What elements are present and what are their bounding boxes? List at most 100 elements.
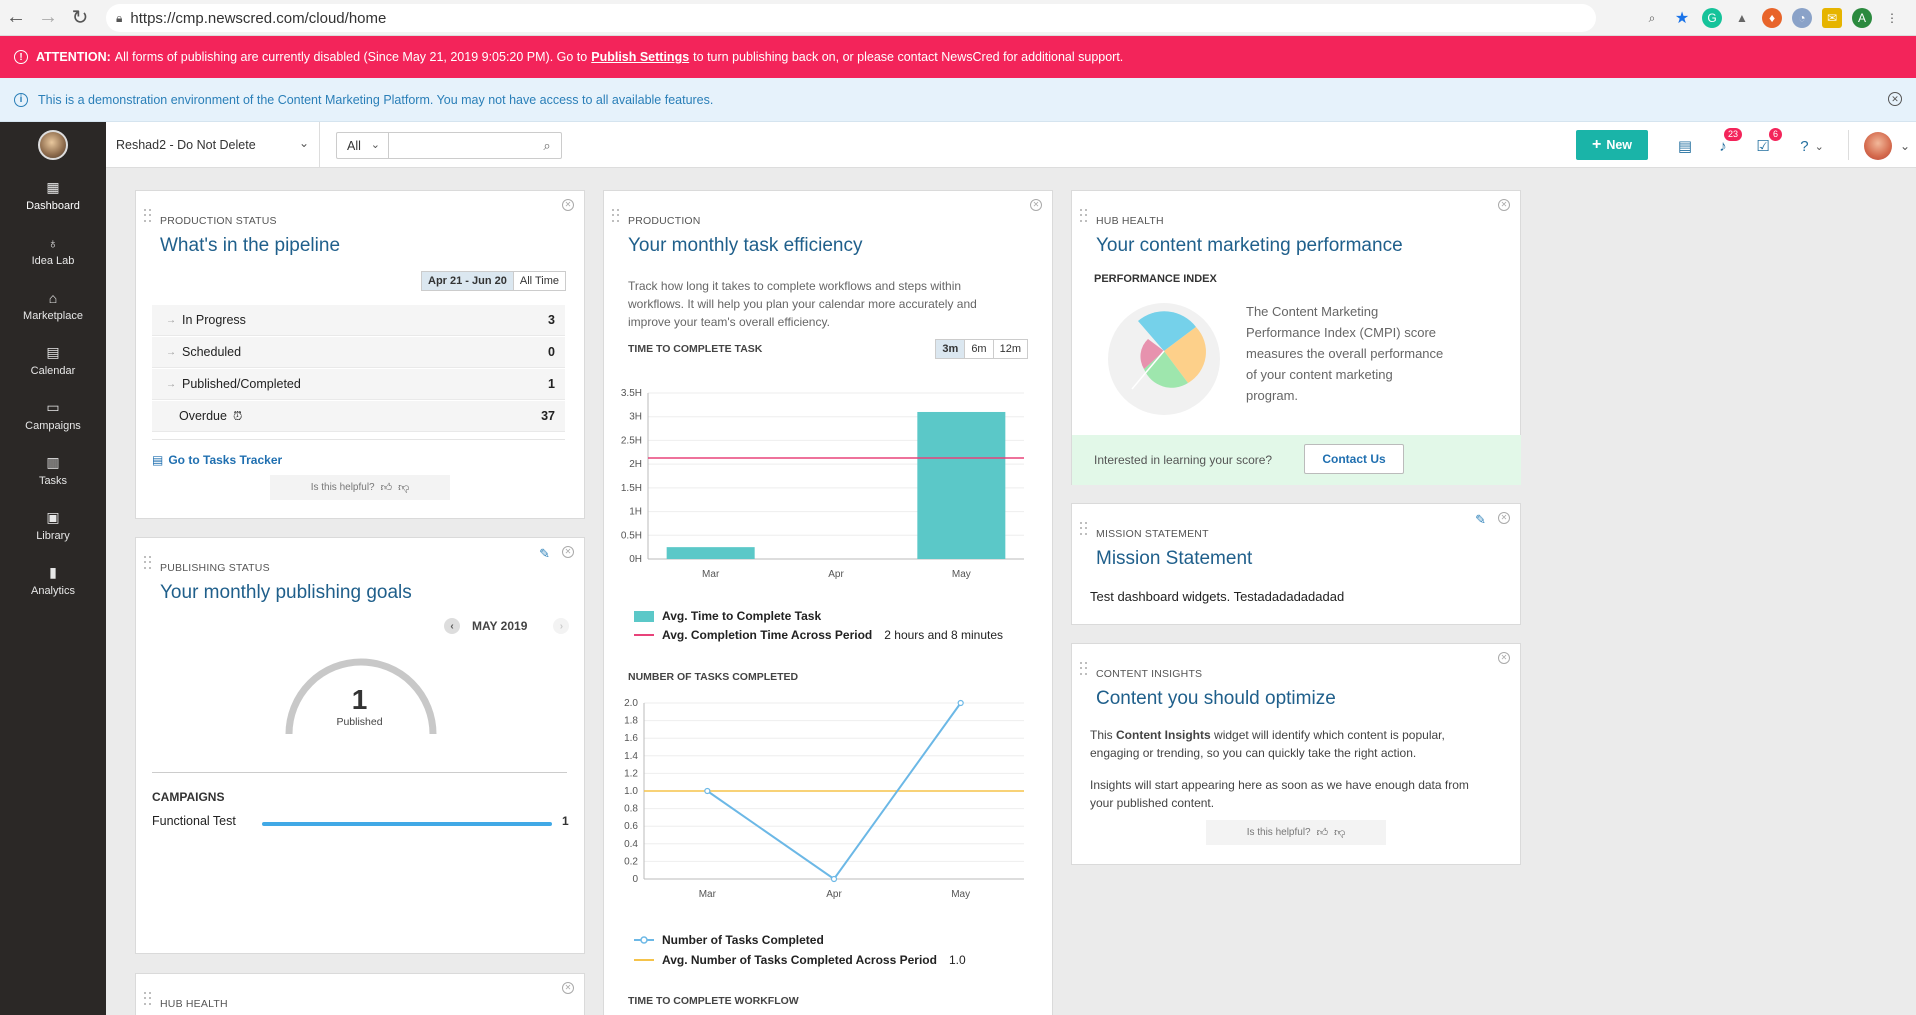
account-name: Reshad2 - Do Not Delete (116, 138, 256, 152)
profile-icon[interactable]: A (1852, 8, 1872, 28)
drag-handle[interactable] (1080, 522, 1088, 536)
drag-handle[interactable] (612, 209, 620, 223)
sidebar-item-marketplace[interactable]: ⌂ Marketplace (0, 278, 106, 333)
row-value: 1 (548, 377, 555, 391)
star-icon[interactable]: ★ (1674, 10, 1690, 27)
extension-triangle-icon[interactable]: ▲ (1736, 11, 1748, 25)
y-tick-label: 2.0 (624, 698, 638, 709)
thumbs-up-icon[interactable]: 👍︎ (1316, 827, 1329, 839)
user-avatar[interactable] (1864, 132, 1892, 160)
publishing-gauge (285, 658, 437, 735)
thumbs-down-icon[interactable]: 👎︎ (1334, 827, 1346, 839)
menu-dots-icon[interactable]: ⋮ (1886, 11, 1898, 25)
legend-value: 2 hours and 8 minutes (884, 628, 1004, 642)
hub-health-card-lower: ✕ HUB HEALTH (135, 973, 585, 1015)
sidebar-item-dashboard[interactable]: ▦ Dashboard (0, 168, 106, 223)
brand-logo[interactable] (0, 122, 106, 168)
address-bar[interactable]: 🔒︎ https://cmp.newscred.com/cloud/home (106, 4, 1596, 32)
content-insights-card: ✕ CONTENT INSIGHTS Content you should op… (1071, 643, 1521, 865)
close-icon[interactable]: ✕ (562, 199, 574, 211)
drag-handle[interactable] (144, 556, 152, 570)
extension-mail-icon[interactable]: ✉ (1822, 8, 1842, 28)
publish-settings-link[interactable]: Publish Settings (591, 50, 690, 64)
search-input[interactable] (389, 133, 533, 158)
bell-icon[interactable]: ♪ 23 (1712, 128, 1742, 157)
pencil-icon[interactable]: ✎ (1475, 512, 1486, 527)
drag-handle[interactable] (1080, 209, 1088, 223)
sidebar-item-idea-lab[interactable]: ♁ Idea Lab (0, 223, 106, 278)
cta-strip: Interested in learning your score? Conta… (1072, 435, 1521, 485)
y-tick-label: 2.5H (621, 435, 642, 446)
y-tick-label: 0.8 (624, 804, 638, 815)
thumbs-up-icon[interactable]: 👍︎ (380, 482, 393, 494)
chevron-right-icon[interactable]: › (553, 618, 570, 634)
bar (917, 411, 1006, 559)
close-icon[interactable]: ✕ (1498, 512, 1510, 524)
forward-arrow-icon[interactable]: → (38, 6, 58, 28)
grammarly-icon[interactable]: G (1702, 8, 1722, 28)
search-icon[interactable]: ⌕ (543, 137, 551, 153)
app-header: Reshad2 - Do Not Delete ⌄ All ⌄ ⌕ + New … (0, 122, 1916, 168)
performance-index-heading: PERFORMANCE INDEX (1094, 273, 1217, 285)
y-tick-label: 1.2 (624, 768, 638, 779)
search-group: All ⌄ ⌕ (336, 132, 562, 159)
campaign-progress-bar (262, 822, 552, 826)
chevron-left-icon[interactable]: ‹ (444, 618, 460, 634)
range-option-current[interactable]: Apr 21 - Jun 20 (422, 272, 514, 290)
extension-fire-icon[interactable]: ♦ (1762, 8, 1782, 28)
thumbs-down-icon[interactable]: 👎︎ (398, 482, 410, 494)
sidebar-item-tasks[interactable]: ▥ Tasks (0, 443, 106, 498)
performance-index-graphic (1108, 303, 1220, 415)
range-12m[interactable]: 12m (999, 343, 1021, 355)
pipeline-row-in-progress[interactable]: → In Progress 3 (152, 305, 565, 336)
mission-text: Test dashboard widgets. Testadadadadadad (1090, 589, 1345, 604)
drag-handle[interactable] (144, 992, 152, 1006)
y-tick-label: 0.5H (621, 530, 642, 541)
range-6m[interactable]: 6m (965, 340, 994, 358)
range-3m[interactable]: 3m (936, 340, 966, 358)
pipeline-card: ✕ PRODUCTION STATUS What's in the pipeli… (135, 190, 585, 519)
tasks-tracker-link[interactable]: ▤ Go to Tasks Tracker (152, 453, 282, 467)
sidebar-item-library[interactable]: ▣ Library (0, 498, 106, 553)
task-check-icon[interactable]: ☑ 6 (1752, 128, 1782, 157)
plus-icon: + (1591, 136, 1602, 153)
close-icon[interactable]: ✕ (1888, 92, 1902, 106)
legend-count-avg: Avg. Number of Tasks Completed Across Pe… (634, 953, 966, 967)
pipeline-row-overdue[interactable]: Overdue ⏰︎ 37 (152, 401, 565, 432)
close-icon[interactable]: ✕ (1030, 199, 1042, 211)
sidebar-item-analytics[interactable]: ▮ Analytics (0, 553, 106, 608)
sidebar-item-calendar[interactable]: ▤ Calendar (0, 333, 106, 388)
pencil-icon[interactable]: ✎ (539, 546, 550, 561)
layout-icon[interactable]: ▤ (1677, 138, 1693, 155)
legend-label: Avg. Time to Complete Task (662, 609, 822, 623)
tasks-completed-heading: NUMBER OF TASKS COMPLETED (628, 671, 799, 683)
back-arrow-icon[interactable]: ← (6, 6, 26, 28)
sidebar-item-campaigns[interactable]: ▭ Campaigns (0, 388, 106, 443)
extension-icons: ⌕ ★ G ▲ ♦ ◔ ✉ A ⋮ (1642, 4, 1916, 32)
close-icon[interactable]: ✕ (1498, 199, 1510, 211)
contact-us-button[interactable]: Contact Us (1304, 444, 1404, 474)
drag-handle[interactable] (1080, 662, 1088, 676)
account-selector[interactable]: Reshad2 - Do Not Delete ⌄ (106, 122, 320, 168)
close-icon[interactable]: ✕ (562, 546, 574, 558)
pipeline-row-scheduled[interactable]: → Scheduled 0 (152, 337, 565, 368)
range-option-all-time[interactable]: All Time (519, 275, 559, 287)
new-button[interactable]: + New (1576, 130, 1648, 160)
browser-toolbar: ← → ↻ 🔒︎ https://cmp.newscred.com/cloud/… (0, 0, 1916, 36)
zoom-icon[interactable]: ⌕ (1648, 10, 1656, 25)
close-icon[interactable]: ✕ (562, 982, 574, 994)
pipeline-row-published[interactable]: → Published/Completed 1 (152, 369, 565, 400)
campaign-name[interactable]: Functional Test (152, 814, 236, 828)
y-tick-label: 1.0 (624, 786, 638, 797)
drag-handle[interactable] (144, 209, 152, 223)
extension-compass-icon[interactable]: ◔ (1792, 8, 1812, 28)
search-filter-select[interactable]: All ⌄ (337, 133, 389, 158)
arrow-right-icon: → (166, 378, 176, 390)
close-icon[interactable]: ✕ (1498, 652, 1510, 664)
chevron-down-icon[interactable]: ⌄ (1899, 139, 1911, 153)
notifications-badge: 23 (1723, 128, 1742, 141)
row-label: In Progress (182, 313, 246, 327)
reload-icon[interactable]: ↻ (71, 7, 89, 29)
help-icon[interactable]: ?︎ ⌄ (1800, 137, 1824, 155)
legend-swatch (634, 959, 654, 961)
